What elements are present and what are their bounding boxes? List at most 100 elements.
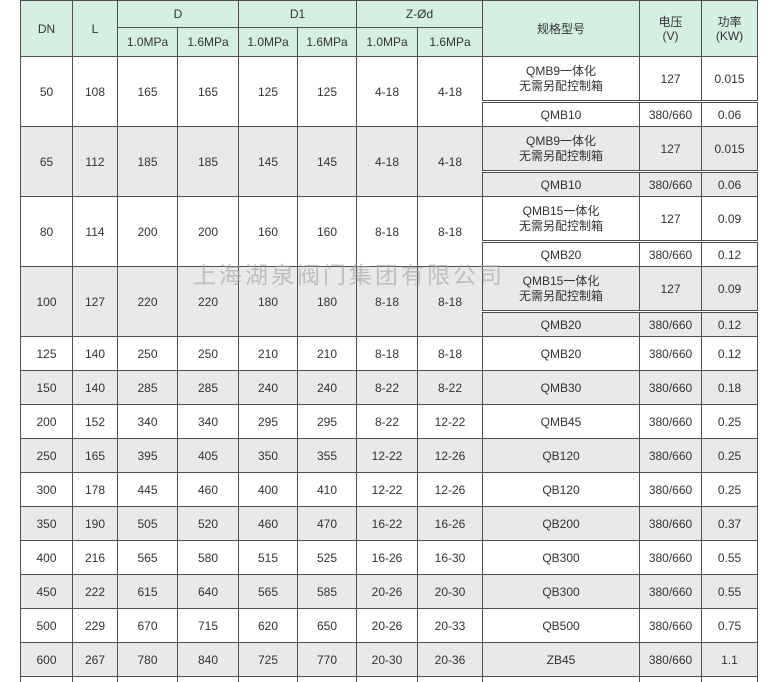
spec-line2: 无需另配控制箱: [519, 78, 604, 93]
table-row-dn50-sub: QMB10 380/660 0.06: [21, 100, 759, 127]
spec-line1: QMB15一体化: [522, 273, 600, 288]
cell-spec: QMB10: [482, 170, 641, 197]
cell-d-16: 460: [176, 472, 240, 507]
cell-dn: 250: [20, 438, 73, 473]
cell-d1-10: 160: [238, 196, 299, 267]
cell-l: 114: [72, 196, 118, 267]
cell-d-10: 505: [117, 506, 178, 541]
table-row-dn150: 150 140 285 285 240 240 8-22 8-22 QMB30 …: [20, 370, 759, 405]
cell-power: 0.37: [701, 506, 759, 541]
cell-power: 0.06: [701, 100, 759, 127]
header-cell-z-16mpa: 1.6MPa: [417, 27, 484, 57]
table-row-dn300: 300 178 445 460 400 410 12-22 12-26 QB12…: [20, 472, 759, 507]
cell-d-16: 220: [176, 266, 240, 337]
cell-d1-10: 145: [238, 126, 299, 197]
cell-d1-10: 460: [238, 506, 299, 541]
cell-d-16: 165: [176, 56, 240, 127]
cell-d-16: 640: [176, 574, 240, 609]
cell-voltage: 380/660: [639, 170, 703, 197]
table-row-dn200: 200 152 340 340 295 295 8-22 12-22 QMB45…: [20, 404, 759, 439]
cell-voltage: 380/660: [639, 370, 703, 405]
spec-line1: QMB9一体化: [526, 133, 597, 148]
cell-dn: 500: [20, 608, 73, 643]
table-row-dn500: 500 229 670 715 620 650 20-26 20-33 QB50…: [20, 608, 759, 643]
cell-d1-10: 515: [238, 540, 299, 575]
cell-power: 0.75: [701, 608, 759, 643]
cell-d1-16: 145: [297, 126, 358, 197]
cell-l: 216: [72, 540, 118, 575]
cell-d1-10: 620: [238, 608, 299, 643]
cell-dn: 600: [20, 642, 73, 677]
cell-voltage: 127: [639, 196, 703, 242]
cell-spec: QB300: [482, 540, 641, 575]
cell-l: 229: [72, 608, 118, 643]
power-label: 功率: [717, 14, 742, 29]
cell-d1-16: 650: [297, 608, 358, 643]
cell-voltage: 127: [639, 266, 703, 312]
cell-d1-10: 350: [238, 438, 299, 473]
cell-voltage: 380/660: [639, 404, 703, 439]
cell-dn: 50: [20, 56, 73, 127]
cell-z-10: 8-18: [356, 336, 419, 371]
cell-d-10: 185: [117, 126, 178, 197]
cell-z-16: 20-30: [417, 574, 484, 609]
cell-d1-16: 125: [297, 56, 358, 127]
cell-l: 127: [72, 266, 118, 337]
cell-dn: 350: [20, 506, 73, 541]
table-row-dn50: 50 108 165 165 125 125 4-18 4-18 QMB9一体化…: [20, 56, 759, 127]
cell-d-16: 520: [176, 506, 240, 541]
table-row-dn400: 400 216 565 580 515 525 16-26 16-30 QB30…: [20, 540, 759, 575]
cell-z-16: 12-26: [417, 472, 484, 507]
cell-z-10: 16-22: [356, 506, 419, 541]
cell-z-16: 16-26: [417, 506, 484, 541]
table-row-dn100-sub: QMB20 380/660 0.12: [21, 310, 759, 337]
cell-dn: 150: [20, 370, 73, 405]
cell-d-10: 615: [117, 574, 178, 609]
table-row-partial: [20, 676, 759, 682]
cell-voltage: 380/660: [639, 472, 703, 507]
cell-power: 0.015: [701, 126, 759, 172]
cell-d1-16: 160: [297, 196, 358, 267]
cell-l: 140: [72, 336, 118, 371]
table-row-dn250: 250 165 395 405 350 355 12-22 12-26 QB12…: [20, 438, 759, 473]
cell-z-16: 4-18: [417, 56, 484, 127]
cell-power: 0.25: [701, 404, 759, 439]
cell-l: 140: [72, 370, 118, 405]
cell-dn: 200: [20, 404, 73, 439]
voltage-label: 电压: [658, 14, 683, 29]
cell-d1-10: 725: [238, 642, 299, 677]
cell-z-16: 8-22: [417, 370, 484, 405]
table-row-dn65-sub: QMB10 380/660 0.06: [21, 170, 759, 197]
cell-spec: QMB45: [482, 404, 641, 439]
cell-power: 0.015: [701, 56, 759, 102]
cell-d1-16: 355: [297, 438, 358, 473]
cell-spec: QB120: [482, 472, 641, 507]
cell-power: 0.06: [701, 170, 759, 197]
cell-z-16: 20-36: [417, 642, 484, 677]
cell-power: 0.25: [701, 472, 759, 507]
cell-spec: QB300: [482, 574, 641, 609]
cell-l: 112: [72, 126, 118, 197]
cell-l: 222: [72, 574, 118, 609]
cell-voltage: 380/660: [639, 336, 703, 371]
cell-d-16: 200: [176, 196, 240, 267]
cell-spec: QB120: [482, 438, 641, 473]
cell-d-16: 840: [176, 642, 240, 677]
cell-z-10: 4-18: [356, 56, 419, 127]
cell-l: 152: [72, 404, 118, 439]
cell-spec: QMB15一体化 无需另配控制箱: [482, 266, 641, 312]
cell-d1-10: 565: [238, 574, 299, 609]
cell-d1-16: 410: [297, 472, 358, 507]
cell-dn: 80: [20, 196, 73, 267]
cell-voltage: 380/660: [639, 100, 703, 127]
cell-z-16: 8-18: [417, 336, 484, 371]
spec-line2: 无需另配控制箱: [519, 148, 604, 163]
spec-line2: 无需另配控制箱: [519, 218, 604, 233]
cell-voltage: 127: [639, 56, 703, 102]
cell-dn: 65: [20, 126, 73, 197]
cell-z-10: 8-18: [356, 266, 419, 337]
cell-d-10: 565: [117, 540, 178, 575]
cell-voltage: 127: [639, 126, 703, 172]
cell-z-16: 12-26: [417, 438, 484, 473]
cell-voltage: 380/660: [639, 574, 703, 609]
